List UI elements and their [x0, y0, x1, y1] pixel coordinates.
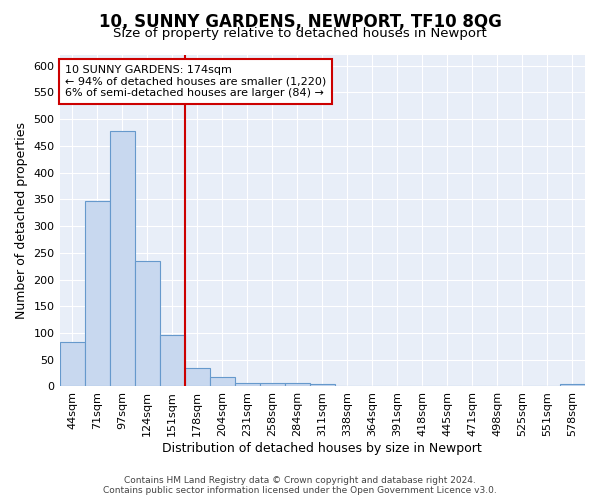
Bar: [185, 368, 209, 386]
Bar: [260, 382, 285, 386]
Bar: [209, 377, 235, 386]
Bar: [235, 382, 260, 386]
Bar: [134, 262, 160, 386]
X-axis label: Distribution of detached houses by size in Newport: Distribution of detached houses by size …: [163, 442, 482, 455]
Text: 10 SUNNY GARDENS: 174sqm
← 94% of detached houses are smaller (1,220)
6% of semi: 10 SUNNY GARDENS: 174sqm ← 94% of detach…: [65, 65, 326, 98]
Y-axis label: Number of detached properties: Number of detached properties: [15, 122, 28, 319]
Text: Contains HM Land Registry data © Crown copyright and database right 2024.
Contai: Contains HM Land Registry data © Crown c…: [103, 476, 497, 495]
Bar: [85, 201, 110, 386]
Text: Size of property relative to detached houses in Newport: Size of property relative to detached ho…: [113, 28, 487, 40]
Bar: [110, 132, 134, 386]
Bar: [560, 384, 585, 386]
Bar: [285, 382, 310, 386]
Bar: [310, 384, 335, 386]
Text: 10, SUNNY GARDENS, NEWPORT, TF10 8QG: 10, SUNNY GARDENS, NEWPORT, TF10 8QG: [98, 12, 502, 30]
Bar: [160, 334, 185, 386]
Bar: [59, 342, 85, 386]
